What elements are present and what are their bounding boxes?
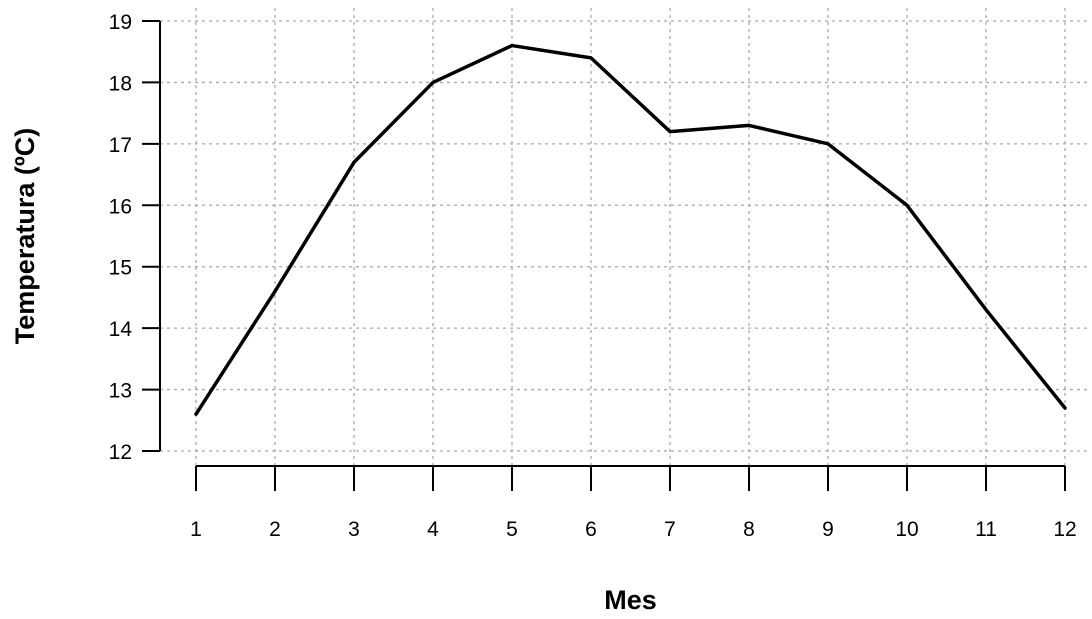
x-tick-label: 6 (585, 518, 597, 541)
x-tick-label: 5 (506, 518, 518, 541)
series (194, 43, 1067, 416)
x-tick-label: 3 (348, 518, 360, 541)
y-tick-label: 19 (109, 11, 132, 34)
y-tick-label: 16 (109, 195, 132, 218)
y-tick-label: 12 (109, 441, 132, 464)
x-tick-label: 7 (664, 518, 676, 541)
x-tick-label: 8 (743, 518, 755, 541)
x-tick-label: 2 (269, 518, 281, 541)
x-tick-label: 9 (822, 518, 834, 541)
y-tick-label: 15 (109, 257, 132, 280)
y-tick-label: 18 (109, 72, 132, 95)
axes (159, 21, 1065, 467)
x-tick-label: 1 (190, 518, 202, 541)
x-tick-label: 11 (975, 518, 997, 541)
y-tick-label: 17 (109, 134, 132, 157)
x-tick-label: 10 (895, 518, 918, 541)
x-tick-label: 12 (1053, 518, 1076, 541)
y-tick-label: 13 (109, 380, 132, 403)
x-tick-label: 4 (427, 518, 439, 541)
y-axis-title: Temperatura (ºC) (10, 128, 40, 344)
y-tick-label: 14 (109, 318, 133, 341)
series-line (194, 43, 1067, 416)
grid (142, 8, 1090, 491)
x-axis-title: Mes (604, 585, 657, 615)
